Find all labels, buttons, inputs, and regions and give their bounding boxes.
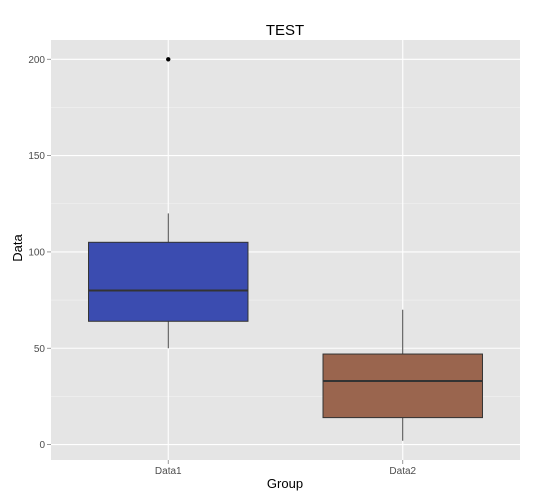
major-gridlines: [51, 40, 520, 460]
chart-title: TEST: [266, 22, 304, 39]
x-tick-label: Data2: [389, 466, 416, 477]
box-data2: [322, 309, 483, 441]
y-axis-title: Data: [10, 234, 25, 262]
x-axis: Data1 Data2: [155, 460, 417, 477]
box-iqr: [88, 241, 249, 322]
x-tick-label: Data1: [155, 466, 182, 477]
box-data1: [88, 57, 249, 349]
y-tick-label: 100: [28, 247, 45, 258]
y-tick-label: 50: [34, 344, 46, 355]
y-axis: 0 50 100 150 200: [28, 55, 51, 451]
box-iqr: [322, 353, 483, 419]
box-series: [88, 57, 483, 441]
x-axis-title: Group: [267, 476, 303, 491]
y-tick-label: 200: [28, 55, 45, 66]
y-tick-label: 150: [28, 151, 45, 162]
outlier-point: [166, 57, 171, 62]
y-tick-label: 0: [39, 440, 45, 451]
